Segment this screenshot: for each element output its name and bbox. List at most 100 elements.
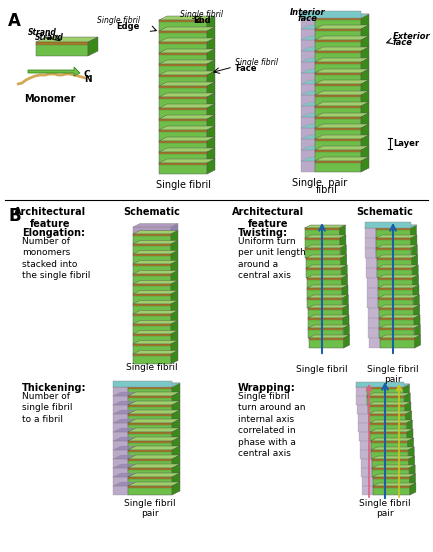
- Polygon shape: [405, 402, 411, 414]
- Polygon shape: [128, 396, 172, 398]
- Polygon shape: [315, 113, 369, 117]
- Polygon shape: [128, 437, 180, 441]
- Polygon shape: [128, 405, 172, 407]
- Text: B: B: [8, 207, 21, 225]
- Polygon shape: [315, 40, 361, 43]
- Polygon shape: [368, 328, 379, 338]
- Polygon shape: [301, 25, 323, 29]
- Polygon shape: [301, 157, 323, 161]
- Polygon shape: [159, 31, 207, 42]
- Polygon shape: [361, 102, 369, 117]
- Polygon shape: [172, 446, 180, 459]
- Polygon shape: [371, 441, 407, 443]
- Text: Single fibril: Single fibril: [155, 180, 210, 190]
- Polygon shape: [315, 128, 361, 130]
- Polygon shape: [308, 328, 343, 330]
- Polygon shape: [377, 268, 412, 270]
- Polygon shape: [128, 459, 172, 468]
- Polygon shape: [159, 152, 207, 163]
- Polygon shape: [171, 251, 178, 264]
- Polygon shape: [410, 483, 416, 495]
- Polygon shape: [128, 387, 172, 396]
- Polygon shape: [207, 104, 215, 119]
- Polygon shape: [315, 161, 361, 172]
- Polygon shape: [365, 228, 375, 238]
- Polygon shape: [113, 459, 128, 468]
- Polygon shape: [414, 295, 420, 308]
- Polygon shape: [357, 405, 368, 414]
- Polygon shape: [306, 255, 347, 258]
- Polygon shape: [315, 139, 361, 150]
- Text: Thickening:: Thickening:: [22, 383, 87, 393]
- Polygon shape: [361, 80, 369, 95]
- Polygon shape: [128, 414, 172, 423]
- Polygon shape: [301, 11, 361, 18]
- Text: Monomer: Monomer: [24, 94, 76, 104]
- Polygon shape: [306, 268, 341, 278]
- Polygon shape: [379, 308, 414, 318]
- Polygon shape: [133, 274, 171, 284]
- Polygon shape: [315, 95, 361, 97]
- Polygon shape: [113, 441, 128, 450]
- Polygon shape: [307, 278, 342, 280]
- Text: Architectural
feature: Architectural feature: [232, 207, 304, 229]
- Polygon shape: [159, 64, 207, 66]
- Text: N: N: [84, 75, 92, 84]
- Polygon shape: [343, 315, 349, 328]
- Polygon shape: [301, 29, 315, 40]
- Polygon shape: [207, 115, 215, 130]
- Polygon shape: [159, 159, 215, 163]
- Polygon shape: [376, 238, 411, 248]
- Polygon shape: [133, 354, 171, 356]
- Polygon shape: [409, 456, 415, 468]
- Polygon shape: [207, 38, 215, 53]
- Polygon shape: [133, 254, 171, 264]
- Polygon shape: [361, 157, 369, 172]
- Polygon shape: [159, 163, 207, 166]
- Polygon shape: [128, 450, 172, 452]
- Polygon shape: [113, 432, 128, 441]
- Polygon shape: [305, 245, 346, 248]
- Polygon shape: [128, 432, 172, 434]
- Polygon shape: [172, 482, 180, 495]
- Polygon shape: [207, 148, 215, 163]
- Polygon shape: [368, 414, 406, 423]
- Text: Uniform turn
per unit length
around a
central axis: Uniform turn per unit length around a ce…: [238, 237, 306, 280]
- Polygon shape: [159, 20, 207, 23]
- Text: Architectural
feature: Architectural feature: [14, 207, 86, 229]
- Polygon shape: [378, 295, 420, 298]
- Polygon shape: [113, 450, 128, 459]
- Polygon shape: [315, 29, 361, 40]
- Text: face: face: [298, 14, 318, 23]
- Polygon shape: [133, 344, 171, 354]
- Polygon shape: [133, 264, 171, 266]
- Text: C: C: [84, 70, 90, 79]
- Polygon shape: [301, 124, 323, 128]
- Polygon shape: [159, 86, 207, 97]
- Text: Single fibril
pair: Single fibril pair: [359, 499, 411, 518]
- Polygon shape: [371, 450, 408, 459]
- Polygon shape: [368, 405, 405, 414]
- Polygon shape: [367, 396, 404, 398]
- Polygon shape: [367, 396, 404, 405]
- Polygon shape: [342, 285, 348, 298]
- Polygon shape: [379, 315, 420, 318]
- Polygon shape: [404, 393, 410, 405]
- Polygon shape: [133, 314, 171, 324]
- Polygon shape: [301, 117, 315, 128]
- Polygon shape: [172, 410, 180, 423]
- Polygon shape: [365, 248, 376, 258]
- Polygon shape: [159, 93, 215, 97]
- Polygon shape: [368, 402, 411, 405]
- Polygon shape: [133, 241, 178, 244]
- Polygon shape: [376, 248, 411, 258]
- Polygon shape: [361, 135, 369, 150]
- Polygon shape: [301, 80, 323, 84]
- Polygon shape: [315, 106, 361, 117]
- Polygon shape: [133, 244, 171, 246]
- Text: Schematic: Schematic: [123, 207, 181, 217]
- Polygon shape: [301, 161, 315, 172]
- Polygon shape: [355, 387, 366, 396]
- Polygon shape: [133, 304, 171, 306]
- Polygon shape: [341, 265, 347, 278]
